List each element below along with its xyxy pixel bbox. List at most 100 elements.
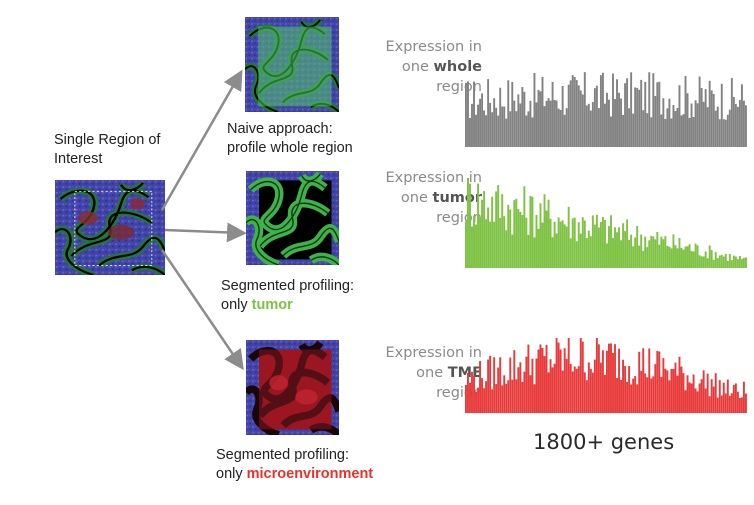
expression-bar: [680, 115, 683, 147]
expression-bar: [519, 211, 522, 268]
expr-whole-line2: one whole: [385, 57, 482, 77]
expression-bar: [495, 191, 498, 268]
expression-bar: [688, 244, 691, 268]
expression-bar: [557, 217, 560, 268]
expression-bar: [732, 255, 735, 268]
expr-whole-bold: whole: [433, 59, 482, 75]
expression-bar: [597, 227, 600, 268]
panel-tme-caption: Segmented profiling: only microenvironme…: [216, 446, 373, 484]
tme-highlight: microenvironment: [246, 466, 374, 482]
expression-bar: [690, 251, 693, 268]
panel-tme-caption-only: only: [216, 466, 243, 482]
expression-bar: [694, 243, 697, 268]
expression-bar: [467, 178, 469, 268]
expression-bar: [688, 117, 691, 147]
expression-bar: [581, 94, 584, 147]
expression-bar: [656, 82, 659, 147]
expression-bar: [686, 93, 689, 147]
expression-bar: [698, 383, 701, 413]
expression-bar: [581, 341, 584, 413]
expression-bar: [634, 237, 637, 268]
expression-bar: [618, 348, 620, 413]
expression-bar: [626, 381, 629, 413]
expression-bar: [489, 102, 492, 147]
expression-bar: [690, 103, 693, 147]
expression-bar: [601, 72, 604, 147]
expression-bar: [535, 215, 538, 268]
expression-bar: [477, 104, 479, 147]
expression-bar: [549, 359, 552, 413]
expression-bar: [682, 114, 685, 147]
expr-whole-line3: region: [436, 79, 482, 95]
expression-bar: [553, 221, 556, 268]
expression-bar: [571, 371, 574, 413]
expression-bar: [640, 79, 643, 147]
expression-bar: [658, 351, 661, 413]
expression-bar: [694, 100, 697, 147]
expression-bar: [714, 373, 717, 413]
expression-bar: [497, 185, 500, 268]
expression-bar: [479, 98, 482, 147]
tumor-region-image: [246, 171, 339, 265]
expression-bar: [606, 243, 608, 268]
expression-bar: [638, 89, 641, 147]
expression-bar: [507, 80, 510, 147]
expression-bar: [467, 372, 469, 413]
expression-bar: [535, 102, 538, 147]
expression-bar: [589, 110, 592, 147]
expression-bar: [573, 217, 576, 268]
expression-bar: [499, 218, 502, 268]
expression-bar: [571, 218, 574, 268]
expression-bar: [557, 108, 560, 147]
expression-bar: [595, 214, 598, 268]
expression-bar: [710, 250, 713, 268]
expression-bar: [738, 397, 741, 413]
expression-bar: [744, 393, 747, 413]
expression-bar: [652, 376, 655, 413]
expression-bar: [507, 204, 510, 268]
expression-bar: [646, 377, 649, 413]
expression-bar: [726, 379, 729, 413]
expression-bar: [676, 375, 679, 413]
expression-bar: [638, 351, 641, 413]
expression-bar: [714, 252, 717, 268]
expression-bar: [650, 235, 653, 268]
expression-bar: [624, 366, 627, 413]
expression-bar: [573, 366, 576, 413]
expression-bar: [561, 86, 564, 147]
expression-bar: [573, 76, 576, 147]
expression-bar: [696, 245, 699, 268]
expression-bar: [525, 115, 528, 147]
expression-bar: [664, 368, 667, 413]
expression-bar: [587, 103, 590, 147]
expression-bar: [559, 221, 562, 268]
expression-bar: [708, 245, 711, 268]
expression-bar: [487, 359, 490, 413]
expression-bar: [533, 237, 536, 268]
expression-bar: [523, 186, 526, 268]
expression-bar: [469, 382, 471, 413]
source-title: Single Region of Interest: [54, 131, 160, 169]
expression-bar: [515, 198, 518, 268]
expression-bar: [527, 111, 530, 147]
expression-bar: [561, 370, 564, 413]
expression-bar: [618, 227, 620, 268]
expression-bar: [561, 220, 564, 268]
expression-bar: [555, 338, 558, 413]
expression-bar: [742, 100, 745, 147]
expression-bar: [499, 87, 502, 147]
expr-label-tme: Expression in one TME region: [385, 343, 482, 403]
expression-bar: [650, 378, 653, 413]
expression-bar: [473, 215, 475, 268]
expression-bar: [529, 195, 532, 268]
expression-bar: [493, 357, 496, 413]
expression-bar: [662, 358, 665, 413]
expression-bar: [553, 363, 556, 413]
expression-bar: [740, 259, 743, 268]
expression-bar: [539, 203, 542, 268]
expression-bar: [630, 72, 633, 147]
expression-bar: [507, 380, 510, 413]
expression-bar: [541, 76, 544, 147]
expression-bar: [614, 344, 616, 413]
expression-bar: [712, 259, 715, 268]
